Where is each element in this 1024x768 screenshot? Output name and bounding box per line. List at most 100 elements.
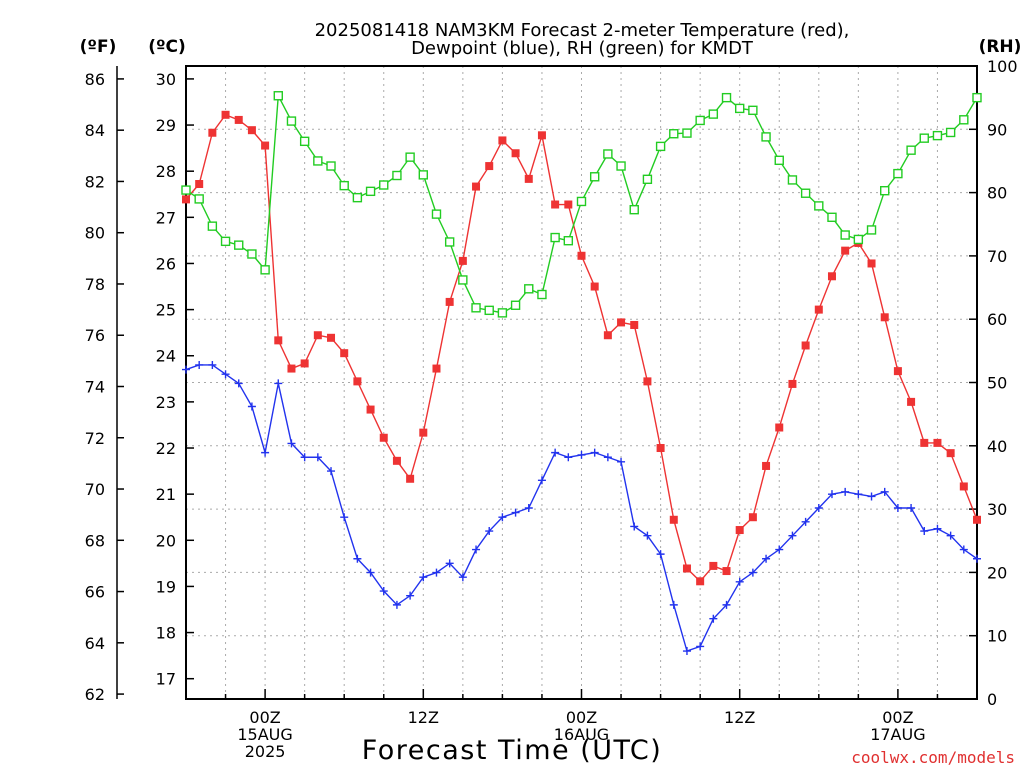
rh-tick-label: 60	[987, 310, 1007, 329]
rh-point	[260, 265, 270, 275]
rh-point	[774, 155, 784, 166]
credit-text: coolwx.com/models	[851, 748, 1015, 767]
rh-point	[589, 172, 600, 182]
grid-lines	[186, 66, 977, 699]
dewpoint-series	[182, 360, 981, 656]
dewpoint-point	[827, 490, 836, 499]
rh-point	[695, 115, 705, 126]
rh-tick-label: 30	[987, 500, 1007, 519]
dewpoint-point	[524, 503, 533, 512]
x-tick-label: 00Z	[882, 708, 913, 727]
rh-point	[945, 127, 956, 138]
temperature-point	[590, 282, 599, 291]
celsius-tick-label: 18	[156, 624, 176, 643]
fahrenheit-tick-label: 86	[85, 70, 105, 89]
temperature-point	[801, 341, 810, 350]
rh-point	[392, 170, 402, 181]
rh-point	[326, 161, 336, 171]
dewpoint-point	[340, 513, 349, 522]
dewpoint-point	[933, 524, 942, 533]
fahrenheit-tick-label: 80	[85, 224, 105, 243]
x-tick-label: 2025	[245, 742, 286, 761]
chart-title-line2: Dewpoint (blue), RH (green) for KMDT	[411, 38, 754, 59]
dewpoint-point	[617, 457, 626, 466]
rh-tick-label: 70	[987, 247, 1007, 266]
celsius-tick-label: 23	[156, 393, 176, 412]
temperature-point	[933, 438, 942, 447]
rh-point	[484, 305, 494, 316]
rh-point	[827, 212, 837, 222]
rh-tick-label: 0	[987, 690, 997, 709]
rh-point	[497, 308, 508, 318]
rh-point	[932, 130, 943, 141]
rh-point	[273, 91, 283, 101]
rh-tick-label: 100	[987, 57, 1018, 76]
dewpoint-point	[788, 531, 797, 540]
celsius-tick-label: 24	[156, 347, 176, 366]
dewpoint-point	[472, 545, 481, 554]
rh-tick-label: 50	[987, 374, 1007, 393]
rh-point	[708, 109, 719, 119]
rh-series	[181, 91, 982, 318]
temperature-point	[261, 141, 270, 150]
fahrenheit-tick-label: 84	[85, 121, 105, 140]
temperature-point	[775, 423, 784, 432]
rh-point	[524, 284, 534, 294]
dewpoint-point	[946, 531, 955, 540]
temperature-point	[867, 259, 876, 268]
rh-point	[669, 129, 679, 139]
rh-point	[563, 236, 574, 246]
temperature-point	[696, 577, 705, 586]
dewpoint-point	[551, 448, 560, 457]
rh-point	[313, 156, 323, 166]
dewpoint-point	[669, 600, 678, 609]
dewpoint-point	[880, 487, 889, 496]
temperature-point	[274, 336, 283, 345]
temperature-point	[182, 195, 190, 204]
fahrenheit-tick-label: 82	[85, 172, 105, 191]
temperature-point	[300, 359, 309, 368]
temperature-point	[208, 128, 217, 137]
temperature-point	[959, 482, 968, 491]
temperature-point	[551, 200, 560, 209]
dewpoint-point	[392, 600, 401, 609]
x-tick-label: 00Z	[566, 708, 597, 727]
rh-point	[247, 249, 257, 259]
rh-point	[405, 152, 415, 162]
rh-point	[642, 174, 653, 185]
dewpoint-point	[762, 554, 771, 563]
rh-point	[906, 145, 916, 155]
fahrenheit-tick-label: 70	[85, 480, 105, 499]
fahrenheit-tick-label: 62	[85, 685, 105, 704]
temperature-point	[498, 136, 507, 145]
dewpoint-point	[379, 587, 388, 596]
dewpoint-point	[366, 568, 375, 577]
fahrenheit-tick-label: 64	[85, 634, 105, 653]
x-axis-label: Forecast Time (UTC)	[362, 735, 663, 766]
rh-point	[194, 194, 204, 204]
axis-ticks: 62 64 66 68 70 72 74 76 78 80 82 84 86 17 18 19 20 21 22 23…	[85, 57, 1018, 761]
rh-point	[458, 275, 468, 285]
celsius-tick-label: 27	[156, 208, 176, 227]
rh-point	[840, 230, 850, 240]
series-layer	[181, 91, 982, 656]
temperature-point	[827, 272, 836, 281]
x-tick-label: 12Z	[408, 708, 439, 727]
x-tick-label: 15AUG	[237, 725, 292, 744]
dewpoint-point	[722, 600, 731, 609]
dewpoint-point	[182, 365, 190, 374]
temperature-point	[392, 456, 401, 465]
temperature-point	[432, 364, 441, 373]
temperature-point	[841, 246, 850, 255]
temperature-point	[946, 449, 955, 458]
temperature-point	[234, 115, 243, 124]
temperature-point	[313, 331, 322, 340]
temperature-point	[669, 515, 678, 524]
fahrenheit-tick-label: 74	[85, 377, 105, 396]
rh-point	[603, 149, 613, 159]
temperature-point	[973, 515, 981, 524]
temperature-point	[537, 131, 546, 140]
rh-point	[629, 204, 639, 215]
dewpoint-point	[656, 550, 665, 559]
